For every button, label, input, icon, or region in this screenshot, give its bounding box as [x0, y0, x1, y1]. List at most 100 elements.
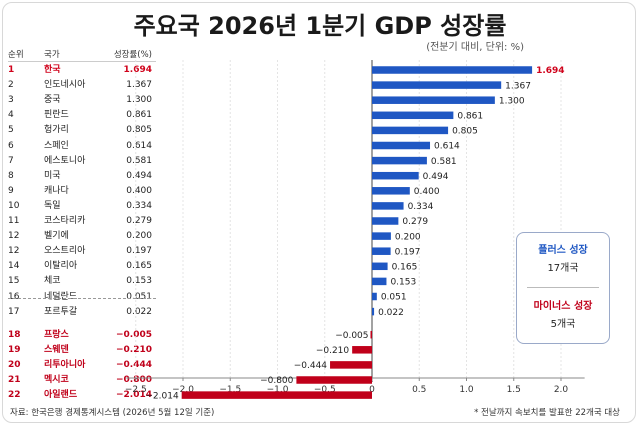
- rank-cell: 16: [8, 291, 20, 302]
- rank-cell: 17: [8, 306, 20, 317]
- data-label: 0.334: [408, 202, 434, 212]
- country-cell: 캐나다: [44, 185, 69, 196]
- rank-cell: 15: [8, 276, 20, 287]
- bar: [372, 307, 375, 316]
- country-cell: 이탈리아: [44, 261, 78, 272]
- data-label: −0.005: [335, 331, 368, 341]
- data-label: 0.200: [395, 232, 421, 242]
- x-tick-label: 1.5: [507, 385, 521, 395]
- data-label: 0.494: [423, 172, 449, 182]
- country-cell: 네덜란드: [44, 291, 78, 302]
- value-cell: −0.444: [115, 359, 152, 370]
- data-label: −0.800: [260, 376, 294, 386]
- bar: [372, 217, 399, 225]
- country-cell: 스웨덴: [44, 344, 69, 355]
- value-cell: −0.005: [115, 329, 152, 340]
- data-label: 1.300: [499, 96, 525, 106]
- bar: [372, 277, 387, 286]
- value-cell: 0.581: [126, 155, 152, 166]
- value-cell: 0.153: [126, 276, 152, 287]
- rank-cell: 3: [8, 95, 14, 106]
- country-cell: 리투아니아: [44, 359, 86, 370]
- data-label: 0.581: [431, 157, 457, 167]
- bar: [372, 81, 502, 89]
- bar: [372, 156, 427, 165]
- data-label: 0.861: [457, 112, 483, 122]
- data-label: 0.165: [392, 263, 418, 273]
- legend-divider: [527, 287, 599, 288]
- country-cell: 핀란드: [44, 110, 69, 121]
- bar: [372, 111, 454, 120]
- country-cell: 에스토니아: [44, 155, 86, 166]
- rank-cell: 2: [8, 80, 14, 91]
- rank-cell: 9: [8, 185, 14, 196]
- value-cell: 0.200: [126, 231, 152, 242]
- header-country: 국가: [44, 50, 60, 60]
- bar: [372, 141, 431, 150]
- x-tick-label: −1.0: [267, 385, 289, 395]
- rank-cell: 12: [8, 231, 20, 242]
- value-cell: 0.861: [126, 110, 152, 121]
- plus-minus-divider: [8, 298, 156, 299]
- bar: [372, 126, 449, 135]
- country-cell: 체코: [44, 276, 61, 287]
- value-cell: −0.210: [115, 344, 152, 355]
- country-cell: 인도네시아: [44, 80, 86, 91]
- rank-cell: 19: [8, 344, 21, 355]
- x-tick-label: 1.0: [459, 385, 474, 395]
- value-cell: 0.165: [126, 261, 152, 272]
- bar: [372, 202, 404, 210]
- bar: [372, 292, 377, 301]
- legend-box: 플러스 성장 17개국 마이너스 성장 5개국: [516, 232, 610, 344]
- country-cell: 독일: [44, 200, 61, 211]
- rank-cell: 1: [8, 65, 15, 75]
- value-cell: 1.367: [126, 80, 152, 91]
- value-cell: 0.805: [126, 125, 152, 136]
- header-value: 성장률(%): [113, 50, 152, 60]
- rank-cell: 22: [8, 390, 21, 401]
- data-label: 0.051: [381, 293, 407, 303]
- data-label: 1.367: [505, 81, 531, 91]
- legend-minus-count: 5개국: [550, 319, 576, 330]
- rank-cell: 10: [8, 200, 20, 211]
- data-label: 0.805: [452, 127, 478, 137]
- data-label: −2.014: [145, 391, 179, 401]
- value-cell: −2.014: [115, 390, 152, 401]
- data-label: −0.210: [316, 346, 350, 356]
- country-cell: 코스타리카: [44, 216, 86, 226]
- bar: [372, 171, 419, 180]
- data-label: 0.153: [390, 278, 416, 288]
- data-label: 1.694: [536, 66, 564, 76]
- rank-cell: 8: [8, 170, 14, 181]
- country-cell: 헝가리: [44, 125, 69, 136]
- rank-cell: 21: [8, 375, 21, 385]
- country-cell: 프랑스: [44, 329, 69, 340]
- chart-title: 주요국 2026년 1분기 GDP 성장률: [133, 12, 507, 40]
- bar: [330, 361, 372, 369]
- data-label: 0.279: [402, 217, 428, 227]
- bar: [372, 96, 495, 104]
- country-cell: 벨기에: [44, 231, 69, 242]
- data-label: 0.022: [378, 308, 404, 318]
- data-label: −0.444: [294, 361, 328, 371]
- value-cell: 0.197: [126, 246, 152, 257]
- value-cell: 0.614: [126, 140, 152, 151]
- value-cell: 0.400: [126, 185, 152, 196]
- country-cell: 스페인: [44, 140, 69, 151]
- bar: [296, 376, 372, 384]
- bar: [352, 346, 372, 354]
- bar: [181, 391, 372, 399]
- data-label: 0.400: [414, 187, 440, 197]
- value-cell: 0.494: [126, 170, 152, 181]
- rank-cell: 11: [8, 216, 20, 226]
- value-cell: 0.334: [126, 200, 152, 211]
- table-header-divider: [8, 61, 156, 62]
- country-cell: 오스트리아: [44, 246, 86, 257]
- bar: [372, 247, 391, 255]
- bar: [372, 187, 410, 195]
- value-cell: 0.279: [126, 216, 152, 226]
- value-cell: 1.694: [123, 65, 152, 75]
- card-frame: [2, 2, 636, 423]
- country-cell: 포르투갈: [44, 306, 78, 317]
- data-label: 0.197: [395, 247, 421, 257]
